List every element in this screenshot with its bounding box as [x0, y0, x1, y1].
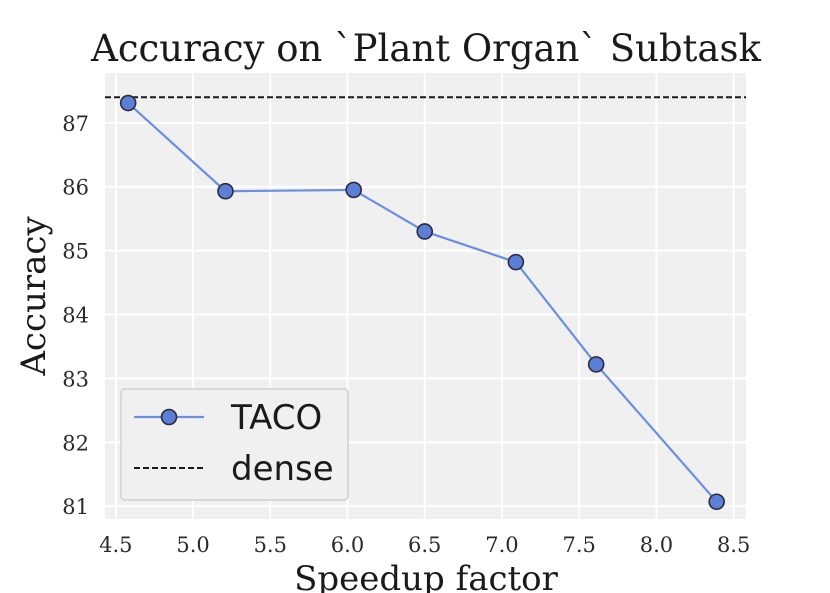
data-point: [217, 182, 234, 200]
y-tick-label: 84: [62, 304, 89, 328]
chart-title: Accuracy on `Plant Organ` Subtask: [90, 27, 761, 70]
y-tick-label: 82: [62, 431, 89, 455]
x-tick-label: 4.5: [99, 533, 132, 557]
legend-taco-label: TACO: [230, 398, 322, 438]
data-point: [507, 253, 525, 271]
y-tick-label: 83: [62, 367, 89, 391]
x-tick-label: 5.5: [254, 533, 287, 557]
y-tick-label: 85: [62, 240, 89, 264]
x-tick-label: 5.0: [176, 533, 209, 557]
series-group: [119, 94, 725, 511]
y-axis-label: Accuracy: [14, 216, 54, 377]
y-tick-label: 87: [62, 112, 89, 136]
x-tick-label: 8.0: [640, 533, 673, 557]
data-point: [708, 493, 725, 511]
x-tick-label: 8.5: [717, 533, 750, 557]
data-point: [119, 94, 137, 112]
grid: [105, 73, 746, 519]
legend-taco-marker: [160, 408, 178, 426]
legend: TACO dense: [120, 388, 349, 501]
y-tick-label: 81: [62, 495, 89, 519]
x-axis-label: Speedup factor: [294, 559, 559, 593]
x-axis-ticks: 4.5 5.0 5.5 6.0 6.5 7.0 7.5 8.0 8.5: [99, 533, 750, 557]
x-tick-label: 7.5: [562, 533, 595, 557]
legend-dense-label: dense: [231, 449, 334, 489]
data-point: [345, 181, 362, 199]
y-axis-ticks: 81 82 83 84 85 86 87: [62, 112, 89, 519]
x-tick-label: 6.0: [331, 533, 364, 557]
data-point: [416, 223, 434, 240]
x-tick-label: 7.0: [485, 533, 518, 557]
data-point: [587, 356, 605, 373]
y-tick-label: 86: [62, 176, 89, 200]
x-tick-label: 6.5: [408, 533, 441, 557]
